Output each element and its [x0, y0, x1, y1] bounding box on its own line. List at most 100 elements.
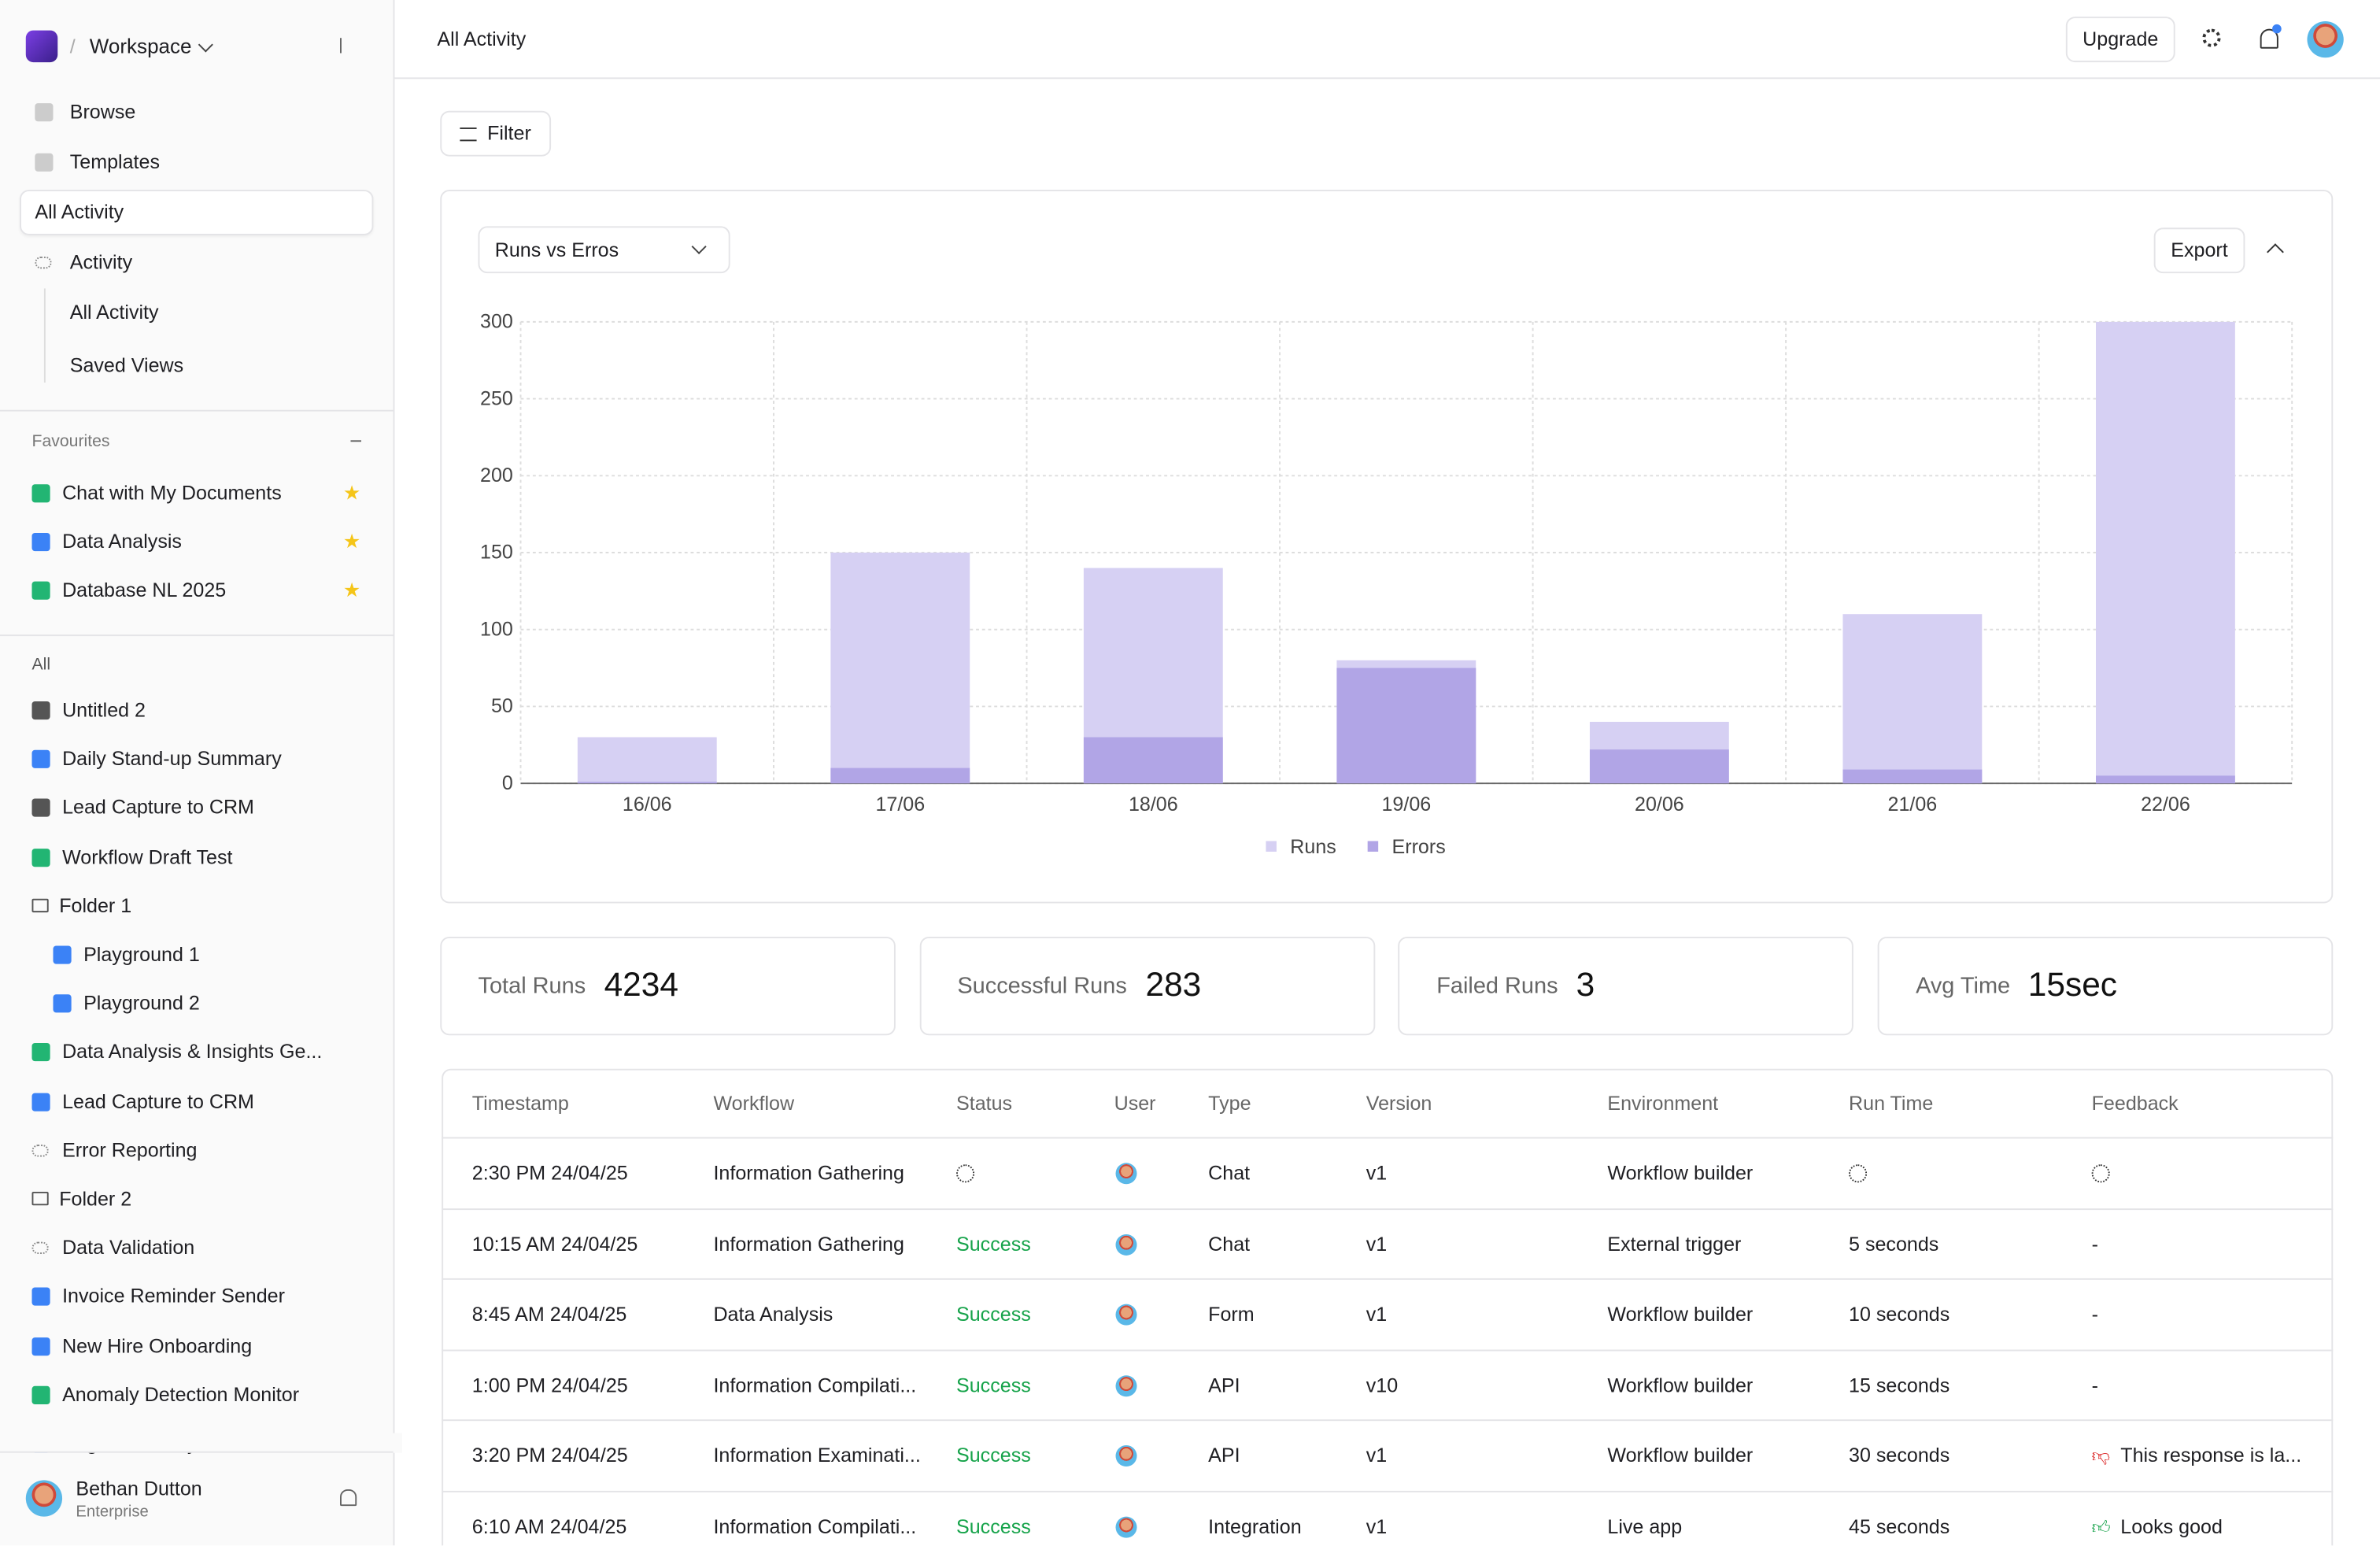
table-cell: 5 seconds [1849, 1232, 1939, 1256]
sidebar-item[interactable]: Bug Tracker Sync [62, 1431, 218, 1455]
item-icon [31, 1434, 50, 1453]
column-header: Status [956, 1091, 1013, 1115]
table-cell: 30 seconds [1849, 1444, 1950, 1467]
nav-item[interactable]: All Activity [35, 200, 124, 224]
row-divider [442, 1490, 2334, 1492]
table-cell: Form [1208, 1303, 1255, 1326]
table-cell: Integration [1208, 1515, 1302, 1538]
sidebar-item[interactable]: Data Validation [62, 1236, 195, 1259]
logo [25, 30, 58, 63]
column-header: Feedback [2091, 1091, 2179, 1115]
divider [0, 634, 394, 637]
table-cell: Workflow builder [1607, 1444, 1754, 1467]
workspace-switcher[interactable]: Workspace [89, 35, 192, 58]
stat-card [1398, 936, 1854, 1036]
upgrade-button[interactable]: Upgrade [2065, 17, 2175, 63]
legend-swatch [1266, 841, 1277, 852]
sidebar-item[interactable]: Workflow Draft Test [62, 845, 233, 868]
sidebar-item[interactable]: Error Reporting [62, 1138, 198, 1161]
table-cell: - [2091, 1232, 2098, 1256]
table-cell: Information Gathering [713, 1161, 904, 1185]
x-tick-label: 16/06 [623, 793, 672, 816]
sidebar-item[interactable]: Lead Capture to CRM [62, 1089, 254, 1112]
sidebar-item[interactable]: Daily Stand-up Summary [62, 747, 282, 771]
settings-button[interactable] [2202, 28, 2221, 47]
collapse-button[interactable] [340, 38, 357, 54]
tree-line [43, 288, 46, 383]
table-cell: v1 [1366, 1232, 1388, 1256]
item-icon [31, 1043, 50, 1062]
feedback-icon: 👎︎ [2091, 1445, 2111, 1467]
table-cell: Information Examinati... [713, 1444, 921, 1467]
status: Success [956, 1444, 1031, 1467]
table-cell: 2:30 PM 24/04/25 [471, 1161, 628, 1185]
star: ★ [342, 578, 361, 601]
table-cell: External trigger [1607, 1232, 1742, 1256]
table-cell: 1:00 PM 24/04/25 [471, 1373, 628, 1396]
item-icon [31, 484, 50, 503]
sidebar-item[interactable]: Playground 2 [83, 991, 200, 1015]
sidebar-item[interactable]: Folder 1 [59, 893, 132, 917]
avatar [1115, 1445, 1137, 1467]
avatar [1115, 1374, 1137, 1396]
chart-selector[interactable] [478, 226, 730, 274]
column-header: User [1114, 1091, 1156, 1115]
table-cell: v10 [1366, 1373, 1399, 1396]
item-icon [31, 848, 50, 867]
collapse-section[interactable] [350, 440, 362, 442]
sidebar-item[interactable]: Lead Capture to CRM [62, 796, 254, 819]
x-tick-label: 20/06 [1635, 793, 1684, 816]
stat-card [919, 936, 1375, 1036]
table-cell: 6:10 AM 24/04/25 [471, 1515, 627, 1538]
nav-item[interactable]: Browse [69, 100, 136, 124]
export-button[interactable]: Export [2153, 227, 2245, 274]
table-cell: 8:45 AM 24/04/25 [471, 1303, 627, 1326]
sidebar-item[interactable]: Data Analysis & Insights Ge... [62, 1040, 323, 1063]
legend-swatch [1367, 841, 1379, 852]
notification-bell[interactable] [340, 1489, 357, 1507]
avatar [1115, 1516, 1137, 1538]
sidebar-item[interactable]: Invoice Reminder Sender [62, 1285, 286, 1308]
table-cell: 3:20 PM 24/04/25 [471, 1444, 628, 1467]
sidebar-item[interactable]: Anomaly Detection Monitor [62, 1382, 300, 1406]
table-cell: Workflow builder [1607, 1373, 1754, 1396]
filter-dropdown[interactable]: All [31, 656, 51, 675]
table-cell: 45 seconds [1849, 1515, 1950, 1538]
y-tick-label: 300 [480, 311, 513, 333]
legend-label: Errors [1392, 836, 1446, 858]
bar [2096, 321, 2235, 784]
divider [0, 1451, 394, 1453]
x-tick-label: 18/06 [1129, 793, 1178, 816]
x-tick-label: 17/06 [875, 793, 925, 816]
stat-value: 4234 [604, 965, 678, 1004]
notifications-button[interactable] [2260, 28, 2278, 49]
stat-label: Successful Runs [957, 973, 1127, 1000]
table-cell: v1 [1366, 1444, 1388, 1467]
column-header: Version [1366, 1091, 1432, 1115]
filter-button[interactable] [440, 110, 552, 157]
table-cell: Looks good [2120, 1515, 2223, 1538]
favourite-item[interactable]: Chat with My Documents [62, 481, 282, 505]
sidebar-item[interactable]: Folder 2 [59, 1187, 132, 1211]
sidebar-item[interactable]: Untitled 2 [62, 698, 146, 722]
table-cell: v1 [1366, 1515, 1388, 1538]
nav-subitem[interactable]: All Activity [69, 300, 159, 324]
stat-label: Avg Time [1916, 973, 2011, 1000]
favourite-item[interactable]: Data Analysis [62, 530, 182, 553]
avatar [1115, 1163, 1137, 1185]
nav-item[interactable]: Activity [69, 250, 133, 274]
nav-subitem[interactable]: Saved Views [69, 353, 184, 377]
item-icon [31, 799, 50, 818]
avatar [25, 1480, 63, 1517]
table-cell: Live app [1607, 1515, 1683, 1538]
y-tick-label: 0 [502, 772, 513, 794]
status: Success [956, 1303, 1031, 1326]
favourite-item[interactable]: Database NL 2025 [62, 578, 227, 601]
sidebar-item[interactable]: Playground 1 [83, 942, 200, 966]
table-cell: API [1208, 1444, 1240, 1467]
nav-item[interactable]: Templates [69, 150, 160, 173]
sidebar-item[interactable]: New Hire Onboarding [62, 1333, 253, 1357]
folder-icon [31, 898, 49, 912]
